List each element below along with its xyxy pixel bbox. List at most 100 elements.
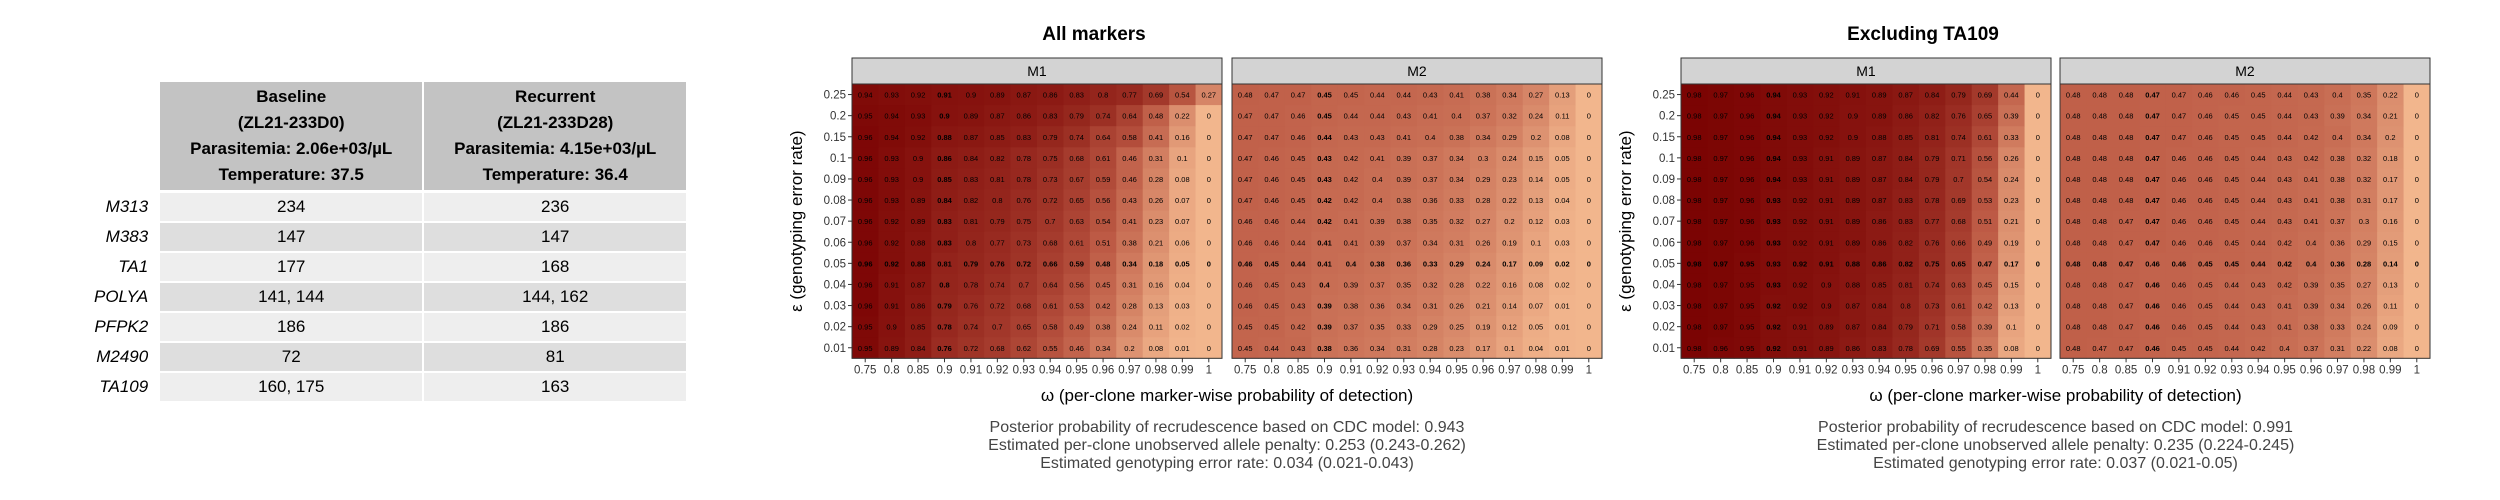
cell-value-label: 0.41 (1396, 133, 1411, 142)
heatmap-cell (957, 84, 985, 106)
heatmap-cell (2377, 316, 2404, 338)
heatmap-cell (1971, 147, 1999, 169)
cell-value-label: 0.41 (1149, 133, 1164, 142)
cell-value-label: 0.86 (1845, 344, 1860, 353)
heatmap-cell (1971, 295, 1999, 317)
heatmap-cell (1971, 316, 1999, 338)
cell-value-label: 0.97 (1713, 91, 1728, 100)
cell-value-label: 0.62 (1016, 344, 1031, 353)
heatmap-cell (852, 105, 879, 127)
heatmap-cell (1892, 252, 1920, 275)
heatmap-cell (2218, 126, 2246, 148)
cell-value-label: 0.46 (1264, 217, 1279, 226)
heatmap-cell (1037, 231, 1064, 254)
cell-value-label: 0.46 (2172, 280, 2187, 289)
cell-value-label: 0.82 (990, 154, 1005, 163)
heatmap-cell (2165, 147, 2193, 169)
heatmap-cell (1142, 273, 1170, 296)
heatmap-cell (957, 210, 985, 233)
heatmap-cell (2324, 168, 2352, 190)
cell-value-label: 0.35 (1978, 344, 1993, 353)
heatmap-cell (878, 147, 906, 169)
cell-value-label: 0.48 (2066, 238, 2081, 247)
cell-value-label: 0.48 (2092, 196, 2107, 205)
heatmap-cell (1733, 210, 1761, 233)
heatmap-cell (1089, 189, 1117, 211)
heatmap-cell (1786, 168, 1814, 190)
cell-value-label: 0.81 (964, 217, 979, 226)
heatmap-cell (1142, 84, 1170, 106)
cell-value-label: 0.48 (2066, 280, 2081, 289)
heatmap-cell (2024, 316, 2052, 338)
heatmap-cell (1063, 210, 1091, 233)
heatmap-cell (1284, 316, 1312, 338)
cell-value-label: 0.68 (1069, 154, 1084, 163)
cell-value-label: 0.94 (1766, 91, 1781, 100)
x-tick-label: 0.96 (2300, 364, 2322, 376)
cell-value-label: 0.93 (1766, 259, 1781, 268)
heatmap-cell (1169, 273, 1196, 296)
heatmap-cell (2192, 189, 2219, 211)
cell-value-label: 0.9 (913, 175, 923, 184)
cell-value-label: 0.42 (2277, 259, 2292, 268)
heatmap-cell (1786, 105, 1814, 127)
heatmap-cell (2192, 231, 2219, 254)
heatmap-cell (1037, 84, 1064, 106)
heatmap-cell (2165, 189, 2193, 211)
heatmap-cell (1010, 168, 1038, 190)
y-tick-label: 0.15 (824, 132, 846, 144)
heatmap-cell (2218, 105, 2246, 127)
cell-value-label: 0.67 (1069, 175, 1084, 184)
heatmap-cell (2192, 295, 2219, 317)
heatmap-cell (2271, 105, 2299, 127)
column-header-line: Temperature: 36.4 (482, 165, 628, 184)
heatmap-cell (931, 273, 959, 296)
cell-value-label: 0.48 (2119, 133, 2134, 142)
heatmap-cell (2245, 231, 2272, 254)
cell-value-label: 0.16 (1149, 280, 1164, 289)
heatmap-cell (1892, 84, 1920, 106)
cell-value-label: 0.33 (2004, 133, 2019, 142)
heatmap-cell (1063, 231, 1091, 254)
heatmap-cell (1918, 295, 1946, 317)
heatmap-cell (2377, 189, 2404, 211)
cell-value-label: 0.48 (2066, 259, 2081, 268)
heatmap-cell (1089, 105, 1117, 127)
heatmap-cell (1918, 252, 1946, 275)
cell-value-label: 0.38 (1396, 196, 1411, 205)
heatmap-cell (2086, 105, 2114, 127)
heatmap-cell (1037, 210, 1064, 233)
x-tick-label: 0.85 (2115, 364, 2137, 376)
marker-name: TA1 (94, 253, 159, 283)
heatmap-cell (904, 295, 932, 317)
cell-value-label: 0.34 (1502, 91, 1517, 100)
chart-title: All markers (1042, 24, 1146, 45)
cell-value-label: 0.36 (2330, 238, 2345, 247)
cell-value-label: 0.86 (1016, 112, 1031, 121)
heatmap-cell (2060, 252, 2087, 275)
heatmap-cell (1549, 189, 1576, 211)
recurrent-cell: 186 (424, 313, 687, 343)
heatmap-cell (2218, 316, 2246, 338)
cell-value-label: 0 (2036, 238, 2040, 247)
cell-value-label: 0.45 (1317, 91, 1332, 100)
cell-value-label: 0 (1207, 217, 1211, 226)
cell-value-label: 0.31 (1423, 302, 1438, 311)
heatmap-cell (852, 189, 879, 211)
heatmap-cell (1284, 189, 1312, 211)
cell-value-label: 0.89 (1872, 91, 1887, 100)
heatmap-cell (1918, 126, 1946, 148)
heatmap-cell (1390, 295, 1418, 317)
cell-value-label: 0.96 (1740, 196, 1755, 205)
heatmap-cell (1892, 210, 1920, 233)
heatmap-cell (1142, 147, 1170, 169)
heatmap-cell (2218, 189, 2246, 211)
cell-value-label: 0.42 (1344, 196, 1359, 205)
heatmap-cell (1258, 252, 1286, 275)
heatmap-cell (878, 189, 906, 211)
heatmap-cell (957, 168, 985, 190)
heatmap-cell (1063, 273, 1091, 296)
heatmap-cell (2139, 273, 2167, 296)
heatmap-cell (1786, 316, 1814, 338)
cell-value-label: 0 (2036, 112, 2040, 121)
